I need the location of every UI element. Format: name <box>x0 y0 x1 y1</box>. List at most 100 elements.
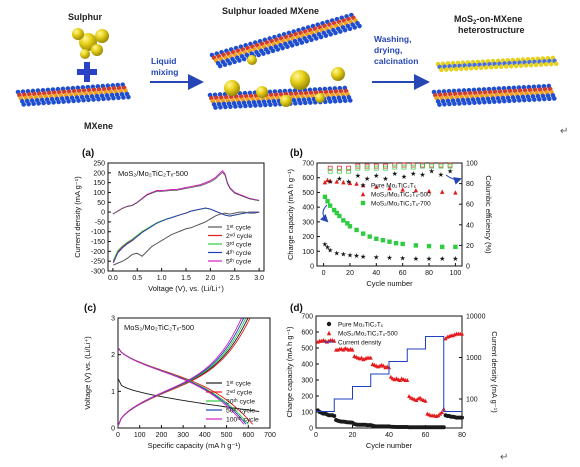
atom <box>275 47 281 52</box>
data-point <box>367 234 372 239</box>
efficiency-point <box>392 164 398 170</box>
y-tick-label: 200 <box>93 170 105 177</box>
data-point: ★ <box>447 168 453 176</box>
atom <box>502 98 507 104</box>
data-point <box>350 347 355 352</box>
data-point: ★ <box>438 171 444 179</box>
data-point: ★ <box>324 243 330 251</box>
atom <box>313 36 319 41</box>
atom <box>498 64 504 69</box>
atom <box>298 100 303 106</box>
atom <box>542 96 547 102</box>
y-tick-label: 1 <box>111 389 115 396</box>
atom <box>218 104 223 110</box>
atom <box>91 97 96 102</box>
data-point <box>440 244 445 250</box>
atom <box>439 67 444 73</box>
efficiency-point <box>327 168 333 174</box>
x-tick-label: 400 <box>199 432 211 439</box>
data-point: ★ <box>452 255 458 263</box>
atom <box>36 101 41 106</box>
atom <box>309 37 314 43</box>
drying-label: drying, <box>374 45 402 55</box>
efficiency-point <box>346 168 351 174</box>
data-point <box>441 425 446 430</box>
atom <box>96 96 101 102</box>
y-tick-label: -200 <box>91 249 105 256</box>
panel-letter: (a) <box>82 148 94 159</box>
atom <box>468 65 474 71</box>
efficiency-point <box>420 162 425 168</box>
return-mark: ↵ <box>560 126 568 137</box>
y-tick-label: 300 <box>301 378 313 385</box>
x-tick-label: 20 <box>349 432 357 439</box>
atom <box>458 66 464 72</box>
atom <box>342 27 348 33</box>
efficiency-point <box>383 165 388 171</box>
atom <box>253 103 258 108</box>
atom <box>527 97 532 103</box>
atom <box>76 98 81 103</box>
efficiency-point <box>410 164 416 170</box>
plot-frame <box>117 317 271 429</box>
legend-entry: MoS₂/Mo₂TiC₂Tₓ-500 <box>338 331 398 338</box>
x-tick-label: 200 <box>156 432 168 439</box>
x-tick-label: 700 <box>264 432 276 439</box>
data-point <box>334 179 339 184</box>
x-axis-label: Cycle number <box>366 279 413 288</box>
y-tick-label: 200 <box>301 394 313 401</box>
data-point <box>440 189 445 194</box>
atom <box>463 66 469 71</box>
series-line <box>112 171 260 215</box>
sulphur-ball <box>247 55 257 65</box>
atom <box>66 98 71 104</box>
mxene-slab-left <box>15 82 131 107</box>
atom <box>357 23 362 29</box>
sulphur-ball <box>224 80 240 96</box>
atom <box>21 102 26 107</box>
legend-entry: 50ᵗʰ cycle <box>226 408 255 415</box>
y-tick-label: -250 <box>91 259 105 266</box>
data-point <box>334 210 339 216</box>
y2-tick-label: 100 <box>466 396 478 403</box>
data-point <box>381 363 386 368</box>
atom <box>467 100 472 106</box>
data-point <box>393 240 399 246</box>
data-point: ★ <box>364 175 370 183</box>
atom <box>472 100 477 105</box>
data-point <box>374 236 379 241</box>
y-tick-label: -100 <box>91 229 105 236</box>
calcination-label: calcination <box>374 56 418 66</box>
sulphur-label: Sulphur <box>68 12 102 22</box>
data-point: ★ <box>360 182 366 190</box>
legend-entry: 2ⁿᵈ cycle <box>226 390 252 397</box>
y-tick-label: 100 <box>302 249 314 256</box>
atom <box>323 33 329 38</box>
axis-arrow-icon <box>445 174 462 185</box>
y2-tick-label: 1000 <box>466 355 482 362</box>
atom <box>518 63 524 68</box>
y-tick-label: 100 <box>301 410 313 417</box>
data-point <box>380 238 386 243</box>
y-tick-label: -300 <box>91 269 105 276</box>
data-point <box>326 330 332 336</box>
efficiency-point <box>447 163 453 169</box>
y-axis-label: Current density (mA g⁻¹) <box>73 176 82 258</box>
atom <box>482 99 487 105</box>
atom <box>270 48 276 54</box>
data-point <box>354 181 359 186</box>
atom <box>86 97 91 103</box>
mos2-layer <box>435 55 559 73</box>
plot-frame <box>316 162 463 267</box>
atom <box>453 66 459 72</box>
efficiency-point <box>420 163 425 169</box>
panel-d: (d) 0 20 40 60 80 0 100 200 300 400 500 600 700 Cycle … <box>285 303 499 450</box>
y2-tick-label: 40 <box>466 222 474 229</box>
atom <box>294 41 300 47</box>
x-axis-label: Cycle number <box>366 441 413 450</box>
data-point <box>387 239 392 244</box>
data-point <box>347 180 353 186</box>
atom <box>243 103 248 109</box>
atom <box>442 101 447 107</box>
